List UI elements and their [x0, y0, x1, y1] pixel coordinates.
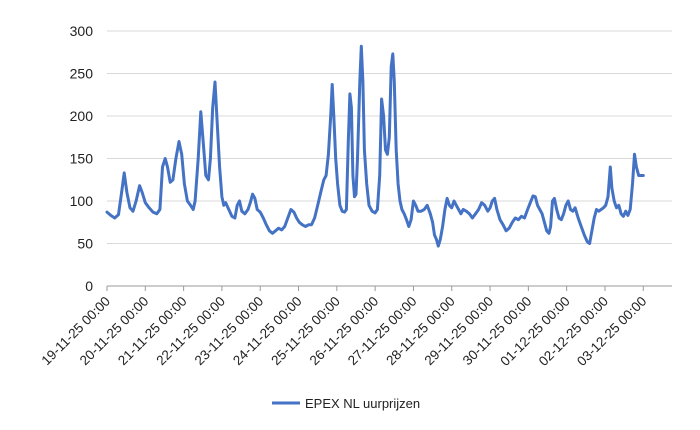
y-tick-label: 50 [77, 236, 93, 252]
x-tick-label: 19-11-25 00:00 [38, 294, 113, 369]
gridlines [107, 30, 672, 287]
x-tick-label: 25-11-25 00:00 [268, 294, 343, 369]
x-tick-label: 23-11-25 00:00 [192, 294, 267, 369]
series-lines [105, 44, 645, 248]
x-tick-label: 26-11-25 00:00 [307, 294, 382, 369]
x-tick-label: 24-11-25 00:00 [230, 294, 305, 369]
y-axis-tick-labels: 0 50 100 150 200 250 300 [70, 23, 94, 294]
legend-label: EPEX NL uurprijzen [305, 396, 420, 411]
y-tick-label: 150 [70, 151, 94, 167]
x-tick-label: 21-11-25 00:00 [115, 294, 190, 369]
x-tick-label: 28-11-25 00:00 [383, 294, 458, 369]
x-tick-label: 29-11-25 00:00 [422, 294, 497, 369]
y-tick-label: 0 [85, 278, 93, 294]
y-tick-label: 250 [70, 66, 94, 82]
x-tick-label: 20-11-25 00:00 [77, 294, 152, 369]
x-axis [106, 286, 644, 291]
legend: EPEX NL uurprijzen [272, 396, 420, 411]
y-tick-label: 100 [70, 193, 94, 209]
x-tick-label: 22-11-25 00:00 [153, 294, 228, 369]
x-tick-label: 03-12-25 00:00 [574, 294, 649, 369]
x-tick-label: 27-11-25 00:00 [345, 294, 420, 369]
y-tick-label: 300 [70, 23, 94, 39]
series-line [105, 44, 645, 248]
x-tick-label: 30-11-25 00:00 [460, 294, 535, 369]
y-tick-label: 200 [70, 108, 94, 124]
